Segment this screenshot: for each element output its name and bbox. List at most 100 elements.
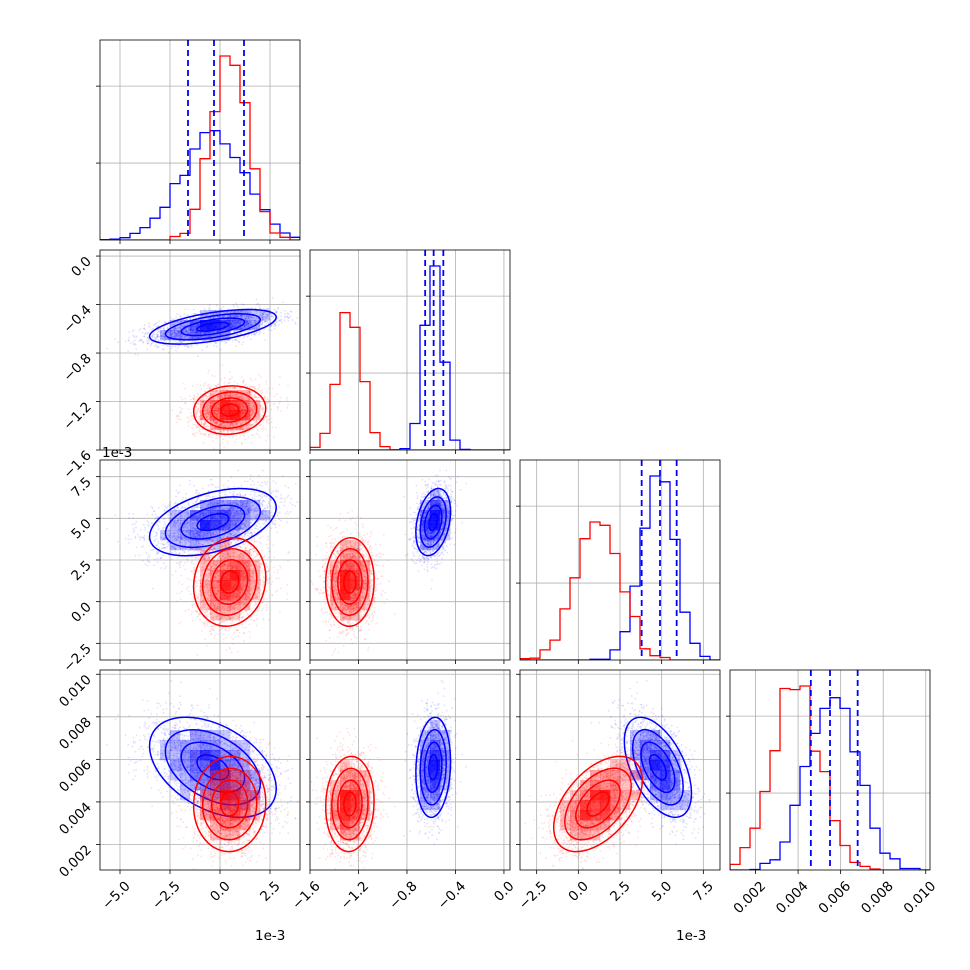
scatter-point <box>265 380 267 383</box>
scatter-point <box>131 523 134 526</box>
scatter-point <box>204 331 207 334</box>
scatter-point <box>268 497 271 499</box>
scatter-point <box>271 387 274 390</box>
scatter-point <box>208 370 210 372</box>
scatter-point <box>282 475 284 478</box>
scatter-point <box>173 330 176 333</box>
scatter-point <box>246 326 249 328</box>
scatter-point <box>262 312 265 314</box>
scatter-point <box>177 562 180 565</box>
scatter-point <box>205 395 208 398</box>
scatter-point <box>273 395 276 398</box>
scatter-point <box>207 484 210 487</box>
scatter-point <box>160 334 163 337</box>
scatter-point <box>200 315 203 317</box>
scatter-point <box>196 432 198 434</box>
scatter-point <box>163 335 166 338</box>
scatter-point <box>225 336 227 339</box>
scatter-point <box>208 304 211 307</box>
scatter-point <box>286 396 288 399</box>
scatter-point <box>265 421 268 424</box>
scatter-point <box>143 335 146 338</box>
scatter-point <box>209 317 212 319</box>
scatter-point <box>187 332 190 335</box>
scatter-point <box>196 410 199 413</box>
scatter-point <box>179 330 182 333</box>
scatter-point <box>263 397 266 400</box>
scatter-point <box>226 332 229 335</box>
scatter-point <box>172 328 175 331</box>
scatter-point <box>237 316 240 319</box>
scatter-point <box>246 325 249 328</box>
scatter-point <box>243 316 246 318</box>
scatter-point <box>194 424 197 426</box>
scatter-point <box>266 308 269 310</box>
scatter-point <box>215 312 218 315</box>
scatter-point <box>261 323 263 326</box>
scatter-point <box>191 340 194 343</box>
density-cell <box>210 330 221 341</box>
scatter-point <box>267 388 270 391</box>
scatter-point <box>269 321 272 324</box>
scatter-point <box>157 345 160 348</box>
scatter-point <box>247 436 250 439</box>
scatter-point <box>208 386 211 389</box>
scatter-point <box>180 337 183 339</box>
scatter-point <box>162 335 164 338</box>
scatter-point <box>280 519 282 522</box>
scatter-point <box>114 338 117 341</box>
scatter-point <box>291 319 294 321</box>
scatter-point <box>229 331 231 333</box>
scatter-point <box>192 312 195 315</box>
scatter-point <box>236 306 239 309</box>
scatter-point <box>133 342 136 345</box>
scatter-point <box>150 343 153 345</box>
scatter-point <box>170 329 173 332</box>
scatter-point <box>135 336 138 338</box>
scatter-point <box>206 331 208 334</box>
scatter-point <box>267 313 269 316</box>
scatter-point <box>253 321 255 324</box>
scatter-point <box>266 307 269 310</box>
scatter-point <box>233 329 235 332</box>
scatter-point <box>148 339 151 342</box>
scatter-point <box>216 330 219 332</box>
scatter-point <box>226 339 229 341</box>
scatter-point <box>264 311 266 314</box>
scatter-point <box>162 332 165 335</box>
scatter-point <box>239 332 242 335</box>
scatter-point <box>144 529 147 532</box>
scatter-point <box>222 333 225 336</box>
scatter-point <box>235 435 238 437</box>
scatter-point <box>162 348 164 351</box>
scatter-point <box>151 341 154 344</box>
scatter-point <box>231 315 234 317</box>
scatter-point <box>203 425 206 428</box>
scatter-point <box>250 385 253 387</box>
scatter-point <box>231 431 233 434</box>
scatter-point <box>268 392 271 395</box>
scatter-point <box>167 351 170 354</box>
scatter-point <box>269 318 272 321</box>
scatter-point <box>204 339 207 342</box>
scatter-point <box>244 326 247 328</box>
scatter-point <box>201 340 204 342</box>
scatter-point <box>273 327 276 330</box>
scatter-point <box>232 340 234 342</box>
scatter-point <box>166 506 168 508</box>
scatter-point <box>265 398 268 401</box>
scatter-point <box>171 333 174 335</box>
scatter-point <box>230 316 233 318</box>
scatter-point <box>245 320 248 323</box>
scatter-point <box>250 316 253 319</box>
scatter-point <box>264 319 267 322</box>
scatter-point <box>168 340 171 342</box>
scatter-point <box>181 331 184 333</box>
scatter-point <box>243 337 245 339</box>
scatter-point <box>255 298 258 301</box>
scatter-point <box>284 316 286 319</box>
scatter-point <box>188 321 191 324</box>
scatter-point <box>211 334 214 337</box>
scatter-point <box>288 316 290 319</box>
scatter-point <box>254 396 257 399</box>
